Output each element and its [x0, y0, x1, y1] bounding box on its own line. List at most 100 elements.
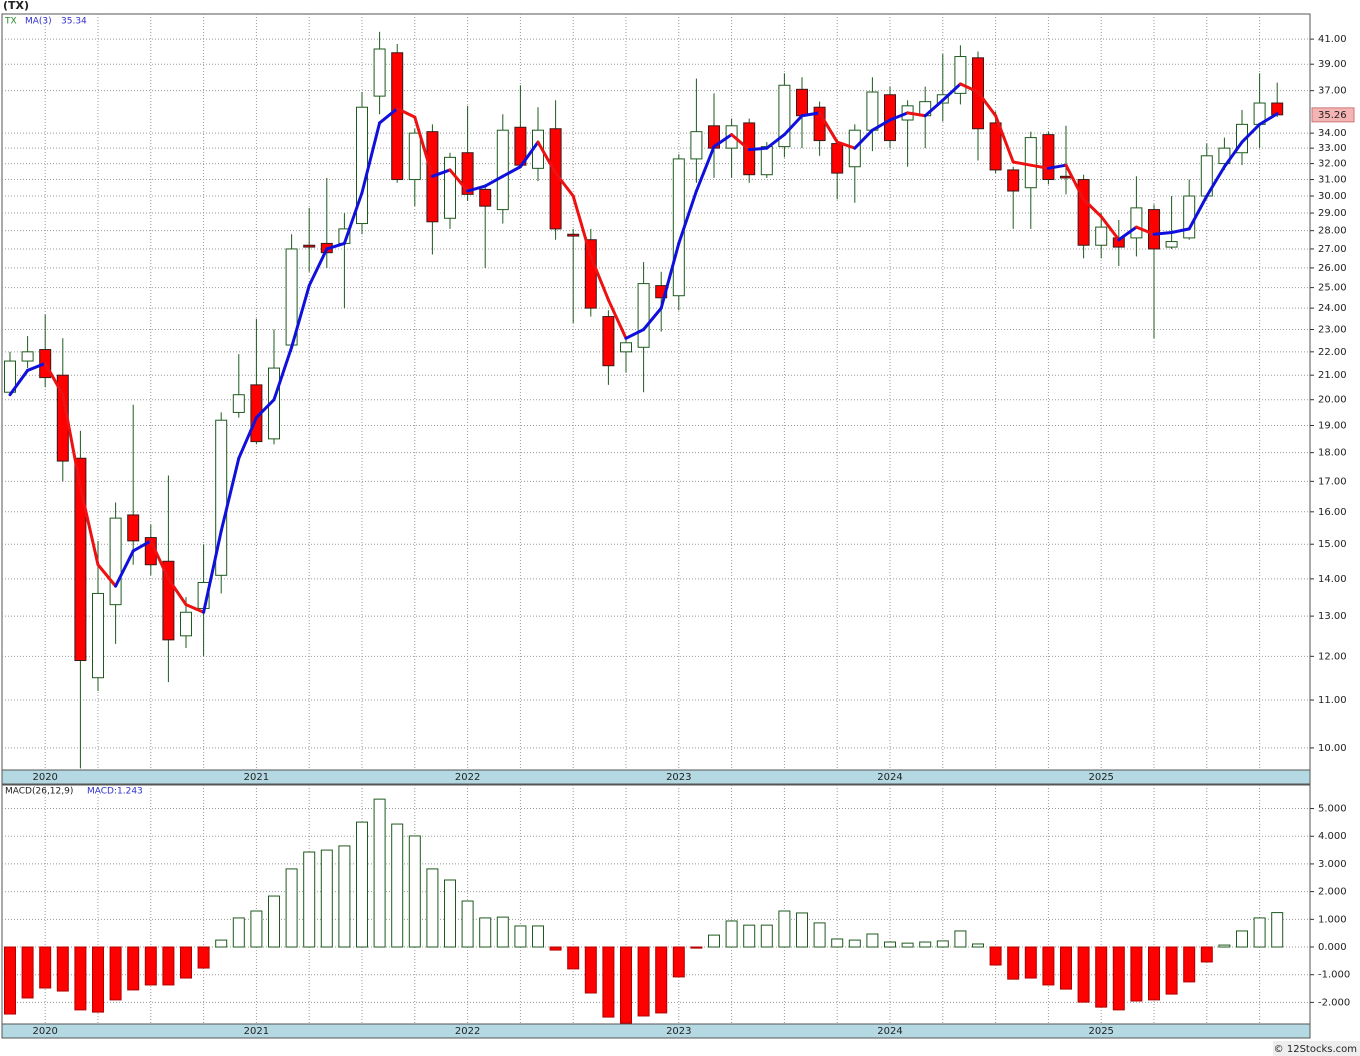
ma-line-segment: [1205, 165, 1226, 198]
ma-line-segment: [994, 114, 1015, 164]
ma-line-segment: [413, 115, 434, 178]
macd-bar: [250, 910, 263, 948]
candle-body: [567, 233, 580, 237]
last-price-label: 35.26: [1318, 110, 1347, 121]
x-tick-label: 2022: [455, 1026, 480, 1037]
ma-line-segment: [237, 416, 258, 460]
x-tick-label: 2022: [455, 772, 480, 783]
candle-body: [831, 143, 844, 174]
candle-body: [479, 188, 492, 207]
mark-layer: [4, 31, 1284, 1024]
macd-bar: [1253, 917, 1266, 948]
y-tick-label: -1.000: [1318, 970, 1350, 981]
ma-line-segment: [694, 145, 716, 193]
y-tick-label: 18.00: [1318, 448, 1347, 459]
macd-bar: [602, 946, 615, 1018]
macd-bar: [1077, 946, 1090, 1003]
macd-bar: [778, 910, 791, 948]
ma-line-segment: [395, 107, 417, 119]
y-tick-label: 24.00: [1318, 303, 1347, 314]
ma-line-segment: [8, 368, 30, 397]
ma-line-segment: [659, 241, 681, 310]
candle-body: [444, 156, 456, 219]
ma-line-segment: [853, 128, 874, 150]
macd-bar: [1200, 946, 1213, 963]
footer: © 12Stocks.com: [1274, 1044, 1357, 1055]
macd-bar: [285, 868, 298, 948]
ma-line-segment: [888, 111, 910, 122]
macd-bar: [936, 940, 949, 948]
ma-line-segment: [272, 345, 294, 402]
macd-bar: [884, 941, 896, 948]
y-tick-label: 15.00: [1318, 539, 1347, 550]
ma-line-segment: [1099, 215, 1121, 242]
ma-line-segment: [307, 247, 329, 288]
candle-body: [1042, 134, 1055, 181]
candle-body: [778, 84, 791, 148]
candle-body: [954, 56, 967, 94]
ma-line-segment: [1240, 122, 1262, 144]
ma-line-segment: [870, 118, 892, 132]
candle-body: [1148, 209, 1160, 250]
candle-body: [1130, 207, 1143, 239]
ma-line-segment: [430, 168, 452, 178]
ma-line-segment: [1134, 225, 1156, 236]
y-tick-label: 2.000: [1318, 887, 1347, 898]
ma-line-segment: [1187, 194, 1209, 231]
y-tick-label: 17.00: [1318, 476, 1347, 487]
candle-body: [408, 132, 421, 181]
ma-line-segment: [1046, 163, 1068, 170]
y-tick-label: 37.00: [1318, 86, 1347, 97]
macd-bar: [215, 939, 228, 948]
macd-bar: [743, 924, 756, 948]
ma-line-segment: [835, 140, 857, 150]
macd-bar: [655, 946, 668, 1014]
y-tick-label: 20.00: [1318, 395, 1347, 406]
ma-line-segment: [1082, 197, 1103, 219]
y-tick-label: 28.00: [1318, 226, 1347, 237]
y-tick-label: 10.00: [1318, 743, 1347, 754]
macd-bar: [92, 946, 104, 1013]
candle-body: [1165, 241, 1178, 248]
ma-line-segment: [518, 140, 540, 169]
y-tick-label: 29.00: [1318, 208, 1347, 219]
candle-body: [496, 129, 509, 211]
macd-bar: [954, 930, 967, 948]
ma-line-segment: [677, 189, 698, 245]
x-tick-label: 2025: [1088, 1026, 1113, 1037]
macd-bar: [1007, 946, 1020, 980]
macd-bar: [180, 946, 192, 979]
last-price-box: [1311, 107, 1355, 123]
x-tick-label: 2020: [32, 1026, 57, 1037]
ma-line-segment: [818, 111, 839, 144]
macd-bar: [56, 946, 69, 992]
candle-body: [373, 48, 386, 97]
candle-body: [391, 52, 404, 181]
ma-line-segment: [131, 539, 153, 553]
macd-bar: [373, 798, 386, 948]
macd-bar: [197, 946, 210, 969]
y-tick-label: 27.00: [1318, 244, 1347, 255]
macd-bar: [408, 835, 421, 948]
macd-value: MACD:1.243: [87, 787, 143, 797]
ma-line-segment: [554, 171, 575, 198]
ma-line-segment: [765, 133, 786, 150]
ma-line-segment: [78, 485, 100, 567]
x-tick-label: 2021: [244, 1026, 269, 1037]
macd-bar: [1042, 946, 1055, 986]
ma-line-segment: [219, 456, 241, 533]
ma-line-segment: [800, 111, 822, 118]
candle-body: [303, 244, 316, 248]
macd-bar: [690, 946, 703, 949]
macd-bar: [725, 920, 738, 948]
ma-line-segment: [589, 254, 610, 302]
ma-line-segment: [712, 133, 734, 149]
candle-body: [584, 239, 597, 309]
candle-body: [602, 316, 615, 367]
label-layer: 10.00 11.00 12.00 13.00 14.00 15.00 16.00 17.00…: [32, 34, 1355, 1037]
macd-bar: [760, 924, 773, 948]
ma-line-segment: [1011, 160, 1033, 167]
ma-line-segment: [501, 165, 522, 178]
y-tick-label: 30.00: [1318, 191, 1347, 202]
macd-bar: [426, 868, 439, 948]
